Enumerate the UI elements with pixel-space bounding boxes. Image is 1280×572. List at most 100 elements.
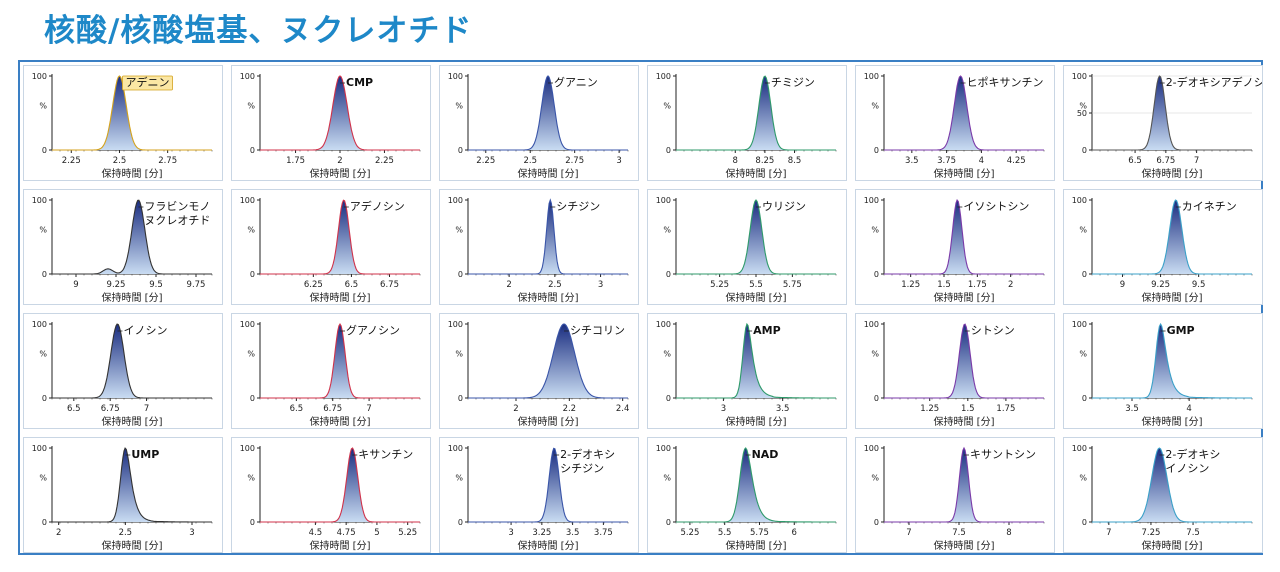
chromatogram-panel: 0% 100 6.25 6.5 6.75 保持時間 [分] アデノシン bbox=[231, 189, 431, 305]
peak-label: CMP bbox=[346, 76, 373, 89]
chromatogram-svg: 0% 100 7 7.5 8 保持時間 [分] キサントシン bbox=[864, 444, 1045, 552]
peak-line bbox=[260, 199, 420, 275]
peak-line bbox=[52, 323, 212, 399]
chromatogram-panel: 0% 100 2 2.5 3 保持時間 [分] シチジン bbox=[439, 189, 639, 305]
y-tick-label: % bbox=[871, 474, 879, 483]
x-axis-label: 保持時間 [分] bbox=[310, 167, 371, 180]
y-tick-label: % bbox=[39, 102, 47, 111]
x-axis-label: 保持時間 [分] bbox=[1142, 291, 1203, 304]
page-title: 核酸/核酸塩基、ヌクレオチド bbox=[44, 13, 473, 49]
peak-line bbox=[52, 199, 212, 275]
chromatogram-panel: 0% 100 3 3.5 保持時間 [分] AMP bbox=[647, 313, 847, 429]
x-tick-label: 6.5 bbox=[290, 404, 304, 414]
chromatogram-svg: 0% 100 4.5 4.75 5 5.25 保持時間 [分] キサンチン bbox=[240, 444, 421, 552]
y-tick-label: 100 bbox=[864, 320, 879, 329]
y-tick-label: % bbox=[455, 350, 463, 359]
peak-area bbox=[468, 448, 628, 522]
x-axis-label: 保持時間 [分] bbox=[934, 291, 995, 304]
y-tick-label: 0 bbox=[458, 270, 463, 279]
y-tick-label: 100 bbox=[864, 72, 879, 81]
x-tick-label: 1.75 bbox=[996, 404, 1015, 414]
x-tick-label: 6.75 bbox=[323, 404, 342, 414]
x-tick-label: 2.5 bbox=[119, 528, 133, 538]
y-tick-label: % bbox=[247, 350, 255, 359]
y-tick-label: 100 bbox=[32, 444, 47, 453]
x-axis-label: 保持時間 [分] bbox=[934, 415, 995, 428]
peak-area bbox=[260, 76, 420, 150]
peak-area bbox=[468, 76, 628, 150]
chromatogram-panel: 0% 100 3 3.25 3.5 3.75 保持時間 [分] 2-デオキシ シチジン bbox=[439, 437, 639, 553]
peak-line bbox=[676, 447, 836, 523]
y-tick-label: % bbox=[871, 226, 879, 235]
chromatogram-panel: 0% 100 1.25 1.5 1.75 2 保持時間 [分] イソシトシン bbox=[855, 189, 1055, 305]
chromatogram-grid: 0% 100 2.25 2.5 2.75 保持時間 [分] アデニン 0% 100 1.75 2 2.… bbox=[20, 62, 1263, 553]
x-axis-label: 保持時間 [分] bbox=[726, 291, 787, 304]
x-tick-label: 5.5 bbox=[749, 280, 763, 290]
peak-area bbox=[260, 200, 420, 274]
y-tick-label: 0 bbox=[458, 518, 463, 527]
x-tick-label: 2 bbox=[506, 280, 511, 290]
peak-line bbox=[676, 75, 836, 151]
y-tick-label: 100 bbox=[656, 196, 671, 205]
y-tick-label: 0 bbox=[666, 518, 671, 527]
x-tick-label: 8.25 bbox=[755, 156, 774, 166]
peak-line bbox=[1092, 199, 1252, 275]
x-tick-label: 5 bbox=[374, 528, 379, 538]
x-tick-label: 3 bbox=[598, 280, 603, 290]
chromatogram-svg: 0% 100 2 2.5 3 保持時間 [分] シチジン bbox=[448, 196, 629, 304]
x-axis-label: 保持時間 [分] bbox=[726, 539, 787, 552]
x-axis-label: 保持時間 [分] bbox=[726, 415, 787, 428]
chromatogram-panel: 0% 100 7 7.5 8 保持時間 [分] キサントシン bbox=[855, 437, 1055, 553]
x-tick-label: 2.5 bbox=[523, 156, 537, 166]
peak-line bbox=[676, 199, 836, 275]
x-tick-label: 2.75 bbox=[158, 156, 177, 166]
x-tick-label: 8 bbox=[1006, 528, 1011, 538]
chromatogram-panel: 0% 100 5.25 5.5 5.75 6 保持時間 [分] NAD bbox=[647, 437, 847, 553]
y-tick-label: 100 bbox=[448, 444, 463, 453]
peak-area bbox=[1092, 448, 1252, 522]
peak-label: キサントシン bbox=[970, 448, 1036, 461]
y-tick-label: 100 bbox=[864, 196, 879, 205]
x-tick-label: 4.5 bbox=[309, 528, 323, 538]
y-tick-label: % bbox=[39, 226, 47, 235]
peak-line bbox=[52, 447, 212, 523]
y-tick-label: % bbox=[39, 474, 47, 483]
y-tick-label: 100 bbox=[656, 444, 671, 453]
y-tick-label: 0 bbox=[1082, 270, 1087, 279]
x-tick-label: 5.75 bbox=[750, 528, 769, 538]
x-tick-label: 6.75 bbox=[101, 404, 120, 414]
x-tick-label: 7 bbox=[1106, 528, 1111, 538]
x-axis-label: 保持時間 [分] bbox=[934, 167, 995, 180]
peak-area bbox=[884, 76, 1044, 150]
y-tick-label: % bbox=[1079, 350, 1087, 359]
chromatogram-panel: 0% 100 2.25 2.5 2.75 3 保持時間 [分] グアニン bbox=[439, 65, 639, 181]
chromatogram-panel: 0% 100 6.5 6.75 7 保持時間 [分] イノシン bbox=[23, 313, 223, 429]
x-axis-label: 保持時間 [分] bbox=[102, 539, 163, 552]
x-tick-label: 5.25 bbox=[710, 280, 729, 290]
peak-area bbox=[884, 200, 1044, 274]
peak-line bbox=[1092, 322, 1252, 399]
x-tick-label: 3.75 bbox=[594, 528, 613, 538]
x-tick-label: 7 bbox=[366, 404, 371, 414]
x-tick-label: 5.5 bbox=[718, 528, 732, 538]
y-tick-label: % bbox=[663, 350, 671, 359]
peak-label: ヒポキサンチン bbox=[967, 76, 1044, 89]
y-tick-label: % bbox=[247, 226, 255, 235]
y-tick-label: 100 bbox=[656, 320, 671, 329]
peak-line bbox=[1092, 447, 1252, 523]
x-tick-label: 6.25 bbox=[304, 280, 323, 290]
y-tick-label: 0 bbox=[1082, 146, 1087, 155]
x-tick-label: 2.25 bbox=[375, 156, 394, 166]
x-tick-label: 2.5 bbox=[548, 280, 562, 290]
y-tick-label: 100 bbox=[32, 320, 47, 329]
y-tick-label: % bbox=[1079, 226, 1087, 235]
x-tick-label: 2.4 bbox=[616, 404, 630, 414]
peak-line bbox=[884, 446, 1044, 523]
chromatogram-svg: 0% 100 1.25 1.5 1.75 2 保持時間 [分] イソシトシン bbox=[864, 196, 1045, 304]
x-tick-label: 4 bbox=[979, 156, 984, 166]
x-axis-label: 保持時間 [分] bbox=[102, 415, 163, 428]
